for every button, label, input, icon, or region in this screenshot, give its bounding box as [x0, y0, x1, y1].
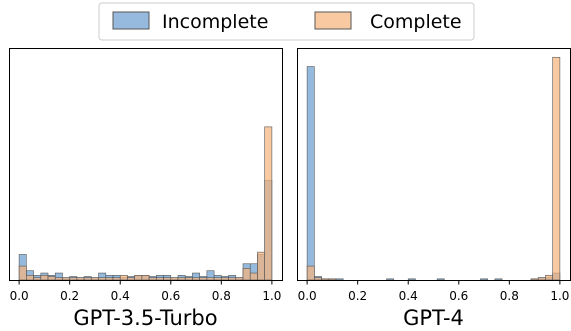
histogram-bar-complete-1	[314, 277, 322, 281]
histogram-panel-gpt4: 0.0 0.2 0.4 0.6 0.8 1.0 GPT-4	[297, 48, 571, 330]
legend: Incomplete Complete	[98, 2, 475, 41]
histogram-bar-incomplete-11	[386, 278, 395, 281]
histogram-bar-complete-32	[537, 277, 546, 281]
histogram-bar-complete-28	[221, 277, 229, 281]
legend-swatch-incomplete	[112, 11, 150, 30]
x-tick-label: 0.0	[298, 289, 317, 303]
histogram-bar-incomplete-4	[335, 278, 344, 281]
x-tick-label: 0.4	[399, 289, 418, 303]
histogram-bar-complete-5	[54, 277, 63, 281]
histogram-bar-incomplete-26	[494, 278, 503, 281]
legend-swatch-complete	[314, 11, 352, 30]
histogram-bar-complete-4	[47, 276, 56, 281]
plot-frame	[297, 48, 571, 281]
x-tick-label: 0.8	[212, 289, 231, 303]
histogram-bar-complete-30	[235, 277, 244, 281]
histogram-bar-complete-6	[62, 277, 70, 281]
histogram-bar-complete-27	[213, 277, 222, 281]
histogram-bar-complete-2	[321, 278, 330, 281]
histogram-bar-complete-11	[98, 277, 107, 281]
histogram-bar-complete-9	[83, 277, 92, 281]
panel-title: GPT-4	[403, 306, 464, 330]
histogram-bar-complete-15	[127, 277, 135, 281]
histogram-bar-complete-33	[257, 251, 265, 281]
histogram-bar-complete-34	[264, 126, 273, 281]
bars-group	[306, 56, 561, 281]
x-tick-label: 0.0	[10, 289, 29, 303]
x-tick-label: 0.8	[500, 289, 519, 303]
histogram-bar-complete-14	[119, 275, 128, 281]
histogram-bar-complete-24	[192, 277, 200, 281]
histogram-bar-incomplete-14	[407, 278, 416, 281]
legend-label-incomplete: Incomplete	[162, 11, 268, 33]
histogram-bar-complete-34	[552, 56, 561, 281]
histogram-bar-complete-12	[105, 277, 114, 281]
histogram-bar-complete-8	[76, 277, 85, 281]
histogram-bar-complete-29	[228, 277, 237, 281]
legend-label-complete: Complete	[370, 11, 462, 33]
histogram-bar-complete-3	[328, 278, 337, 281]
histogram-bar-complete-17	[141, 275, 150, 281]
x-tick-label: 0.2	[60, 289, 79, 303]
histogram-bar-complete-33	[545, 275, 553, 281]
histogram-bar-complete-22	[177, 277, 186, 281]
x-tick-label: 0.4	[111, 289, 130, 303]
histogram-bar-incomplete-24	[480, 278, 488, 281]
x-tick-label: 1.0	[262, 289, 281, 303]
histogram-bar-incomplete-18	[436, 278, 445, 281]
x-tick-label: 0.6	[161, 289, 180, 303]
histogram-bar-complete-26	[206, 277, 215, 281]
histogram-bar-complete-25	[199, 277, 208, 281]
histogram-bar-complete-19	[156, 277, 164, 281]
x-tick-label: 1.0	[550, 289, 569, 303]
plot-frame	[9, 48, 283, 281]
histogram-bar-complete-0	[306, 265, 315, 281]
legend-frame	[98, 2, 475, 41]
histogram-bar-complete-3	[40, 275, 49, 281]
x-tick-label: 0.6	[449, 289, 468, 303]
x-axis-ticks: 0.0 0.2 0.4 0.6 0.8 1.0	[10, 280, 281, 303]
histogram-bar-complete-1	[26, 275, 34, 281]
x-axis-ticks: 0.0 0.2 0.4 0.6 0.8 1.0	[298, 280, 569, 303]
histogram-bar-complete-18	[148, 277, 157, 281]
histogram-bar-complete-7	[69, 277, 78, 281]
histogram-bar-incomplete-0	[306, 66, 315, 281]
histogram-bar-complete-31	[242, 268, 251, 281]
histogram-bar-complete-13	[112, 277, 121, 281]
histogram-bar-complete-16	[134, 275, 143, 281]
histogram-bar-complete-21	[170, 277, 179, 281]
bars-group	[18, 126, 273, 281]
histogram-bar-complete-32	[249, 272, 258, 281]
histogram-bar-complete-31	[530, 278, 539, 281]
histogram-bar-complete-2	[33, 277, 42, 281]
histogram-bar-complete-0	[18, 265, 27, 281]
histogram-panel-gpt35: 0.0 0.2 0.4 0.6 0.8 1.0 GPT-3.5-Turbo	[9, 48, 283, 330]
histogram-bar-complete-20	[163, 277, 172, 281]
x-tick-label: 0.2	[348, 289, 367, 303]
histogram-bar-complete-23	[184, 277, 193, 281]
panel-title: GPT-3.5-Turbo	[73, 306, 217, 330]
histogram-bar-complete-10	[91, 277, 99, 281]
